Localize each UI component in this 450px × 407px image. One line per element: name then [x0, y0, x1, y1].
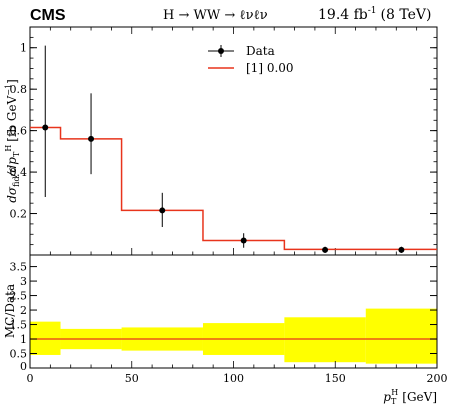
main-y-tick-label: 0.4 — [10, 166, 28, 179]
data-point — [159, 207, 166, 214]
ratio-y-tick-label: 3.5 — [10, 261, 28, 274]
ratio-y-tick-label: 2.5 — [10, 290, 28, 303]
legend-data-label: Data — [246, 44, 275, 58]
main-y-tick-label: 1 — [20, 42, 27, 55]
lumi-exponent: -1 — [368, 6, 377, 16]
ylabel-b-sup: H — [4, 145, 13, 152]
xlabel-units: [GeV] — [402, 390, 437, 404]
ratio-y-tick-label-zero: 0 — [20, 360, 27, 373]
lumi-value: 19.4 fb — [318, 7, 368, 23]
data-point — [88, 135, 95, 142]
mc-histogram — [30, 126, 437, 251]
ratio-y-axis-title: MC/Data — [3, 284, 17, 338]
ratio-y-axis: 0.5 11.5 22.5 33.5 0 — [10, 261, 437, 373]
data-points — [42, 45, 405, 253]
main-x-ticks — [29, 27, 438, 255]
xlabel-a-sup: H — [391, 388, 398, 397]
ratio-y-tick-label: 0.5 — [10, 348, 28, 361]
ylabel-units: [fb GeV — [5, 95, 19, 141]
data-point — [240, 237, 247, 244]
ratio-x-tick-label: 200 — [427, 372, 448, 385]
energy-label: (8 TeV) — [381, 7, 432, 23]
ylabel-b: /dp — [5, 157, 19, 178]
main-panel: 0.2 0.4 0.6 0.8 1 Data [1] 0.00 dσfid/dpTH [f… — [4, 26, 438, 256]
data-point — [322, 246, 329, 253]
main-y-tick-label: 0.2 — [10, 208, 28, 221]
ylabel-a-sub: fid — [12, 176, 21, 186]
main-y-tick-label: 0.8 — [10, 83, 28, 96]
ratio-panel: 0.5 11.5 22.5 33.5 0 0 50 100 150 200 MC/Data pT… — [3, 254, 448, 406]
ylabel-a: dσ — [5, 186, 19, 203]
legend: Data [1] 0.00 — [208, 44, 294, 75]
ratio-x-tick-label: 150 — [325, 372, 346, 385]
xlabel-a: p — [383, 390, 391, 404]
ratio-y-tick-label: 1 — [20, 333, 27, 346]
ratio-y-tick-label: 2 — [20, 304, 27, 317]
legend-data-marker — [218, 48, 224, 54]
ratio-x-axis: 0 50 100 150 200 — [27, 361, 448, 385]
mc-histogram-line — [30, 126, 437, 251]
main-y-tick-label: 0.6 — [10, 125, 28, 138]
main-y-axis-title: dσfid/dpTH [fb GeV−1] — [4, 79, 21, 203]
ratio-band-segment — [284, 317, 366, 363]
xlabel-a-sub: T — [391, 397, 397, 406]
ratio-uncertainty-band — [30, 308, 437, 364]
ylabel-close: ] — [5, 79, 19, 84]
data-point — [398, 246, 405, 253]
ratio-x-tick-label: 0 — [27, 372, 34, 385]
ratio-x-tick-label: 50 — [125, 372, 139, 385]
data-point — [42, 124, 49, 131]
process-label: H → WW → ℓνℓν — [163, 8, 268, 23]
main-y-axis: 0.2 0.4 0.6 0.8 1 — [10, 36, 437, 246]
x-axis-title: pTH [GeV] — [383, 388, 437, 406]
ratio-band-segment — [365, 308, 437, 364]
ratio-x-tick-label: 100 — [223, 372, 244, 385]
ylabel-units-exp: −1 — [4, 84, 13, 96]
ratio-band-segment — [30, 321, 61, 355]
ratio-y-tick-label: 3 — [20, 275, 27, 288]
legend-mc-label: [1] 0.00 — [246, 61, 294, 75]
lumi-label: 19.4 fb-1 (8 TeV) — [318, 6, 431, 23]
experiment-label: CMS — [30, 7, 66, 24]
ylabel-b-sub: T — [12, 151, 21, 157]
ratio-y-tick-label: 1.5 — [10, 319, 28, 332]
